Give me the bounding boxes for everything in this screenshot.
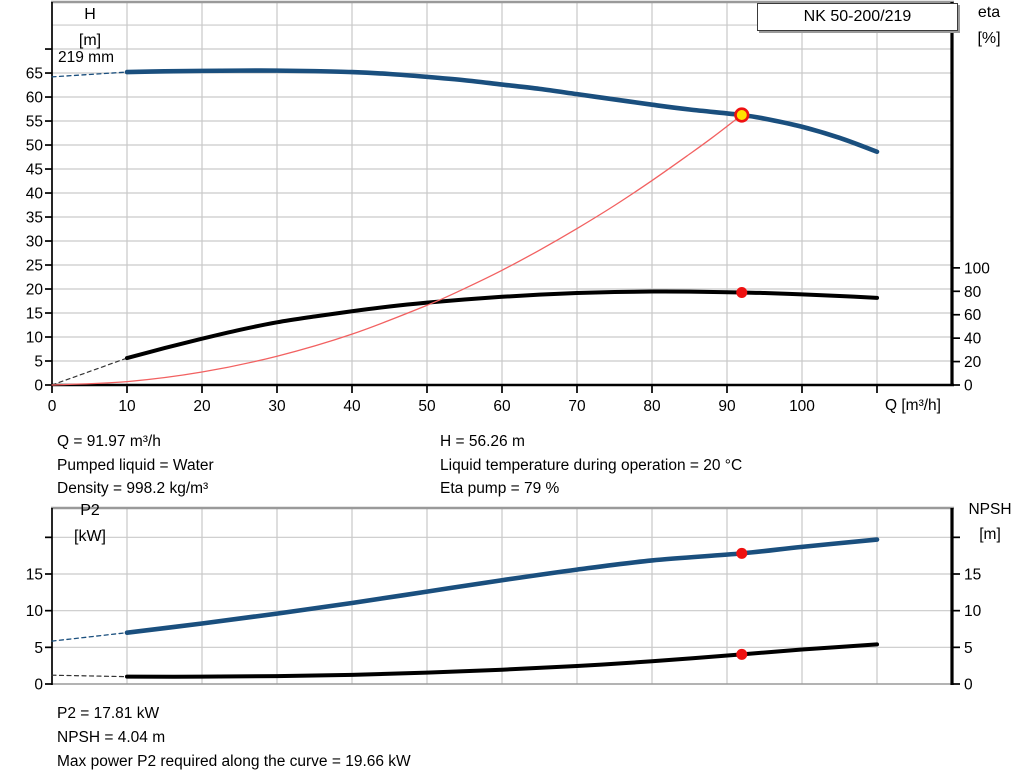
- power-axis-label-line1: P2: [80, 502, 100, 519]
- x-tick-label: 60: [493, 398, 511, 415]
- left-tick-label: 5: [34, 640, 43, 657]
- left-tick-label: 35: [26, 210, 43, 227]
- x-tick-label: 0: [48, 398, 57, 415]
- x-tick-label: 70: [568, 398, 586, 415]
- npsh-duty-dot: [736, 648, 748, 660]
- pump-head-curve: [124, 68, 880, 155]
- x-tick-label: 10: [118, 398, 136, 415]
- head-axis-label-line2: [m]: [78, 32, 102, 49]
- eta-curve-leadin: [51, 357, 128, 386]
- x-tick-label: 20: [193, 398, 211, 415]
- pump-head-curve-leadin: [51, 71, 128, 78]
- npsh-axis-label: NPSH [m]: [962, 497, 1018, 547]
- left-tick-label: 60: [26, 90, 44, 107]
- info-liquid-temperature: Liquid temperature during operation = 20…: [440, 456, 743, 474]
- eta-axis-label-line1: eta: [977, 4, 1001, 21]
- head-axis-label-line1: H: [84, 6, 96, 23]
- right-tick-label: 15: [964, 567, 981, 584]
- eta-curve: [125, 289, 879, 361]
- left-tick-label: 15: [26, 567, 43, 584]
- power-axis-label: P2 [kW]: [66, 498, 114, 550]
- duty-info-right-column: H = 56.26 m Liquid temperature during op…: [440, 430, 742, 501]
- x-tick-label: 40: [343, 398, 361, 415]
- info-p2: P2 = 17.81 kW: [57, 705, 160, 722]
- x-tick-label: 100: [789, 398, 815, 415]
- left-tick-label: 0: [34, 677, 43, 694]
- p2-curve-leadin: [51, 632, 128, 642]
- info-density: Density = 998.2 kg/m³: [57, 480, 209, 497]
- eta-axis-label: eta [%]: [966, 0, 1012, 52]
- left-tick-label: 25: [26, 258, 43, 275]
- x-tick-label: 50: [418, 398, 436, 415]
- right-tick-label: 60: [964, 307, 982, 324]
- right-tick-label: 0: [964, 378, 973, 395]
- x-tick-label: 80: [643, 398, 661, 415]
- left-tick-label: 40: [26, 186, 44, 203]
- info-pumped-liquid: Pumped liquid = Water: [57, 456, 214, 474]
- npsh-axis-label-line1: NPSH: [968, 501, 1012, 518]
- left-tick-label: 10: [26, 330, 44, 347]
- npsh-curve: [125, 642, 879, 679]
- x-tick-label: 90: [718, 398, 736, 415]
- right-tick-label: 40: [964, 331, 982, 348]
- duty-point: [734, 107, 750, 123]
- right-tick-label: 20: [964, 354, 982, 371]
- left-tick-label: 65: [26, 66, 43, 83]
- info-max-power: Max power P2 required along the curve = …: [57, 753, 411, 770]
- system-curve: [51, 114, 743, 386]
- left-tick-label: 20: [26, 282, 44, 299]
- p2-curve: [124, 537, 880, 635]
- duty-info-left-column: Q = 91.97 m³/h Pumped liquid = Water Den…: [57, 430, 214, 501]
- info-head: H = 56.26 m: [440, 433, 525, 450]
- left-tick-label: 50: [26, 138, 44, 155]
- info-flow: Q = 91.97 m³/h: [57, 433, 161, 450]
- left-tick-label: 15: [26, 306, 43, 323]
- npsh-curve-leadin: [51, 674, 128, 678]
- right-tick-label: 5: [964, 640, 973, 657]
- power-npsh-info-block: P2 = 17.81 kW NPSH = 4.04 m Max power P2…: [57, 702, 411, 774]
- power-axis-label-line2: [kW]: [74, 528, 106, 545]
- eta-axis-label-line2: [%]: [977, 30, 1001, 47]
- p2-duty-dot: [736, 547, 748, 559]
- info-eta-pump: Eta pump = 79 %: [440, 480, 560, 497]
- npsh-axis-label-line2: [m]: [979, 526, 1001, 543]
- impeller-diameter-label: 219 mm: [58, 49, 114, 66]
- left-tick-label: 0: [34, 378, 43, 395]
- head-axis-label: H [m]: [70, 2, 110, 54]
- left-tick-label: 45: [26, 162, 43, 179]
- left-tick-label: 5: [34, 354, 43, 371]
- right-tick-label: 100: [964, 260, 990, 277]
- left-tick-label: 10: [26, 603, 44, 620]
- flow-axis-label: Q [m³/h]: [885, 397, 941, 414]
- right-tick-label: 80: [964, 284, 982, 301]
- left-tick-label: 30: [26, 234, 44, 251]
- eta-duty-dot: [736, 286, 748, 298]
- right-tick-label: 0: [964, 677, 973, 694]
- info-npsh: NPSH = 4.04 m: [57, 729, 166, 746]
- pump-model-title-box: NK 50-200/219: [757, 3, 958, 31]
- right-tick-label: 10: [964, 603, 982, 620]
- left-tick-label: 55: [26, 114, 43, 131]
- x-tick-label: 30: [268, 398, 286, 415]
